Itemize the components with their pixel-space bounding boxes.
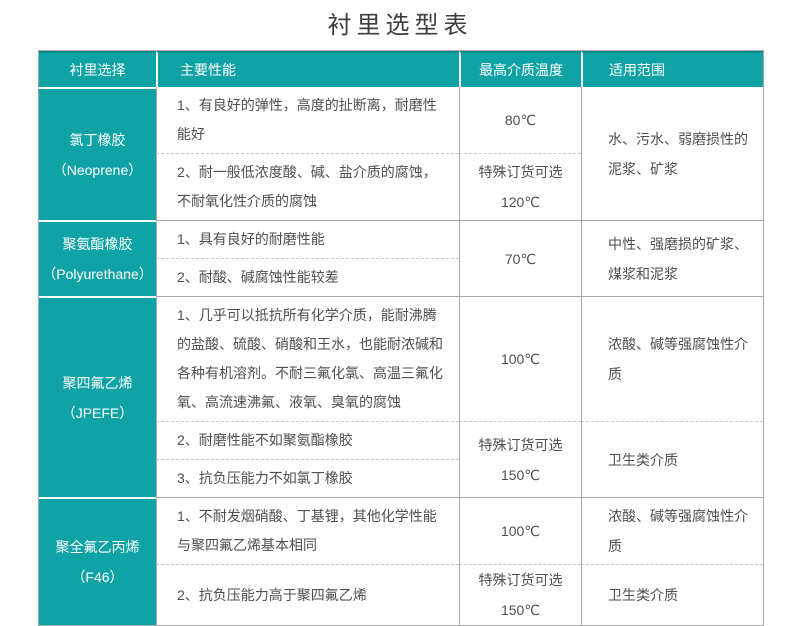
header-main-performance: 主要性能: [156, 51, 459, 87]
special-order-label: 特殊订货可选: [478, 436, 563, 453]
table-row: 聚全氟乙丙烯 （F46） 1、不耐发烟硝酸、丁基锂，其他化学性能与聚四氟乙烯基本…: [39, 497, 763, 625]
lining-name-en: （JPEFE）: [61, 404, 134, 421]
performance-cell: 1、不耐发烟硝酸、丁基锂，其他化学性能与聚四氟乙烯基本相同: [156, 497, 459, 564]
performance-cell: 2、耐磨性能不如聚氨酯橡胶: [156, 421, 459, 459]
temperature-cell: 80℃: [459, 87, 581, 153]
special-order-temp: 120℃: [500, 194, 541, 210]
page: 衬里选型表 衬里选择 主要性能 最高介质温度 适用范围 氯丁橡胶 （Neopre…: [0, 6, 800, 626]
special-order-temp: 150℃: [500, 466, 541, 483]
page-title: 衬里选型表: [327, 12, 473, 39]
lining-name-cn: 氯丁橡胶: [69, 131, 126, 148]
lining-name-cell: 聚全氟乙丙烯 （F46）: [39, 497, 156, 625]
temperature-cell: 特殊订货可选 150℃: [459, 421, 581, 497]
lining-name-cell: 聚氨酯橡胶 （Polyurethane）: [39, 220, 156, 296]
lining-name-cell: 聚四氟乙烯 （JPEFE）: [39, 296, 156, 497]
special-order-label: 特殊订货可选: [478, 572, 563, 588]
lining-name-en: （Neoprene）: [52, 161, 143, 178]
range-cell: 中性、强磨损的矿浆、煤浆和泥浆: [581, 220, 763, 296]
lining-selection-table: 衬里选择 主要性能 最高介质温度 适用范围 氯丁橡胶 （Neoprene） 1、…: [38, 50, 764, 626]
special-order-temp: 150℃: [500, 602, 541, 618]
performance-cell: 1、几乎可以抵抗所有化学介质，能耐沸腾的盐酸、硫酸、硝酸和王水，也能耐浓碱和各种…: [156, 296, 459, 421]
table-row: 聚四氟乙烯 （JPEFE） 1、几乎可以抵抗所有化学介质，能耐沸腾的盐酸、硫酸、…: [39, 296, 763, 497]
lining-name-cn: 聚氨酯橡胶: [62, 236, 133, 252]
range-cell: 水、污水、弱磨损性的泥浆、矿浆: [581, 87, 763, 220]
performance-cell: 1、具有良好的耐磨性能: [156, 220, 459, 258]
lining-name-en: （F46）: [71, 569, 124, 585]
performance-cell: 3、抗负压能力不如氯丁橡胶: [156, 459, 459, 497]
header-max-medium-temperature: 最高介质温度: [459, 51, 581, 87]
range-cell: 卫生类介质: [581, 564, 763, 625]
table-row: 2、耐磨性能不如聚氨酯橡胶 特殊订货可选 150℃ 卫生类介质: [39, 421, 763, 497]
table-row: 聚氨酯橡胶 （Polyurethane） 1、具有良好的耐磨性能 70℃ 中性、…: [39, 220, 763, 296]
lining-name-cell: 氯丁橡胶 （Neoprene）: [39, 87, 156, 220]
range-cell: 浓酸、碱等强腐蚀性介质: [581, 296, 763, 421]
table-row: 3、抗负压能力不如氯丁橡胶: [39, 459, 763, 497]
performance-cell: 2、抗负压能力高于聚四氟乙烯: [156, 564, 459, 625]
header-lining-choice: 衬里选择: [39, 51, 156, 87]
lining-name-cn: 聚四氟乙烯: [62, 374, 133, 391]
lining-name-en: （Polyurethane）: [42, 266, 153, 282]
performance-cell: 2、耐酸、碱腐蚀性能较差: [156, 258, 459, 296]
temperature-cell: 100℃: [459, 497, 581, 564]
special-order-label: 特殊订货可选: [478, 164, 563, 180]
lining-name-cn: 聚全氟乙丙烯: [55, 539, 140, 555]
performance-cell: 2、耐一般低浓度酸、碱、盐介质的腐蚀，不耐氧化性介质的腐蚀: [156, 153, 459, 220]
table-row: 2、耐一般低浓度酸、碱、盐介质的腐蚀，不耐氧化性介质的腐蚀 特殊订货可选 120…: [39, 153, 763, 220]
table-header-row: 衬里选择 主要性能 最高介质温度 适用范围: [39, 51, 763, 87]
range-cell: 卫生类介质: [581, 421, 763, 497]
temperature-cell: 特殊订货可选 120℃: [459, 153, 581, 220]
temperature-cell: 70℃: [459, 220, 581, 296]
temperature-cell: 100℃: [459, 296, 581, 421]
temperature-cell: 特殊订货可选 150℃: [459, 564, 581, 625]
table-row: 氯丁橡胶 （Neoprene） 1、有良好的弹性，高度的扯断离，耐磨性能好 80…: [39, 87, 763, 220]
table-row: 2、耐酸、碱腐蚀性能较差: [39, 258, 763, 296]
range-cell: 浓酸、碱等强腐蚀性介质: [581, 497, 763, 564]
header-applicable-range: 适用范围: [581, 51, 763, 87]
performance-cell: 1、有良好的弹性，高度的扯断离，耐磨性能好: [156, 87, 459, 153]
